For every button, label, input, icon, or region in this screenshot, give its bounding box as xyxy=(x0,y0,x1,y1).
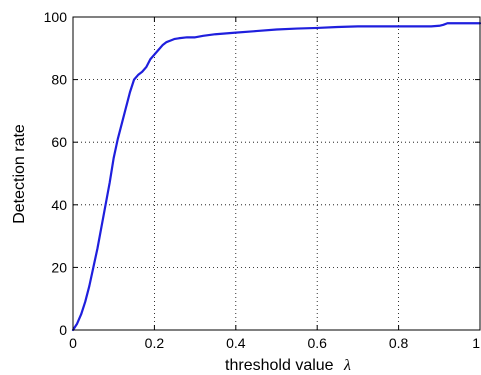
x-tick-label: 1 xyxy=(472,335,480,351)
y-tick-label: 80 xyxy=(51,72,67,88)
x-tick-label: 0.8 xyxy=(389,335,409,351)
axes xyxy=(72,16,481,331)
x-tick-label: 0.6 xyxy=(307,335,327,351)
x-tick-label: 0.2 xyxy=(145,335,165,351)
x-tick-label: 0 xyxy=(69,335,77,351)
x-axis-label: threshold value λ xyxy=(225,357,351,374)
detection-rate-series-line xyxy=(71,22,481,332)
series-layer xyxy=(71,22,481,332)
y-axis-label: Detection rate xyxy=(11,124,28,224)
tick-labels: 0 0.2 0.4 0.6 0.8 1 0 20 40 60 80 100 xyxy=(44,9,481,351)
grid xyxy=(73,17,480,330)
y-tick-label: 40 xyxy=(51,197,67,213)
y-tick-label: 60 xyxy=(51,134,67,150)
x-tick-label: 0.4 xyxy=(226,335,246,351)
y-tick-label: 20 xyxy=(51,259,67,275)
x-axis-label-symbol: λ xyxy=(343,357,351,374)
x-axis-label-text: threshold value xyxy=(225,357,334,374)
y-tick-label: 0 xyxy=(59,322,67,338)
y-tick-label: 100 xyxy=(44,9,68,25)
plot-area-frame xyxy=(72,16,481,331)
